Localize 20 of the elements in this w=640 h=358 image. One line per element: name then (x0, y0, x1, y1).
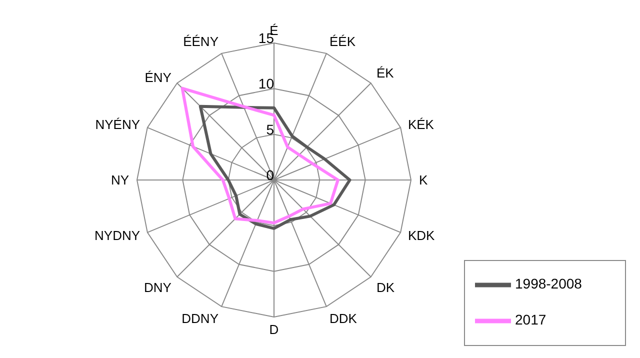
y-tick-label: 10 (258, 76, 274, 92)
spoke-label: DK (376, 280, 395, 295)
legend-label: 2017 (515, 312, 546, 328)
y-tick-label: 5 (266, 121, 274, 138)
legend-label: 1998-2008 (515, 276, 582, 292)
y-tick-label: 0 (266, 167, 274, 183)
spoke-label: ÉÉNY (183, 34, 219, 50)
spoke-label: ÉÉK (329, 34, 356, 50)
spoke-label: NY (110, 172, 130, 188)
spoke-label: ÉK (376, 65, 394, 80)
spoke-label: K (419, 172, 428, 188)
spoke-label: KDK (408, 228, 436, 244)
spoke-label: KÉK (408, 117, 434, 132)
spoke-label: DNY (144, 280, 172, 295)
spoke-label: ÉNY (144, 70, 172, 86)
spoke-label: DDK (329, 311, 358, 326)
spoke-label: NYDNY (94, 228, 140, 244)
spoke-label: NYÉNY (95, 117, 140, 132)
spoke-label: DDNY (182, 311, 219, 326)
spoke-label: D (269, 322, 279, 338)
